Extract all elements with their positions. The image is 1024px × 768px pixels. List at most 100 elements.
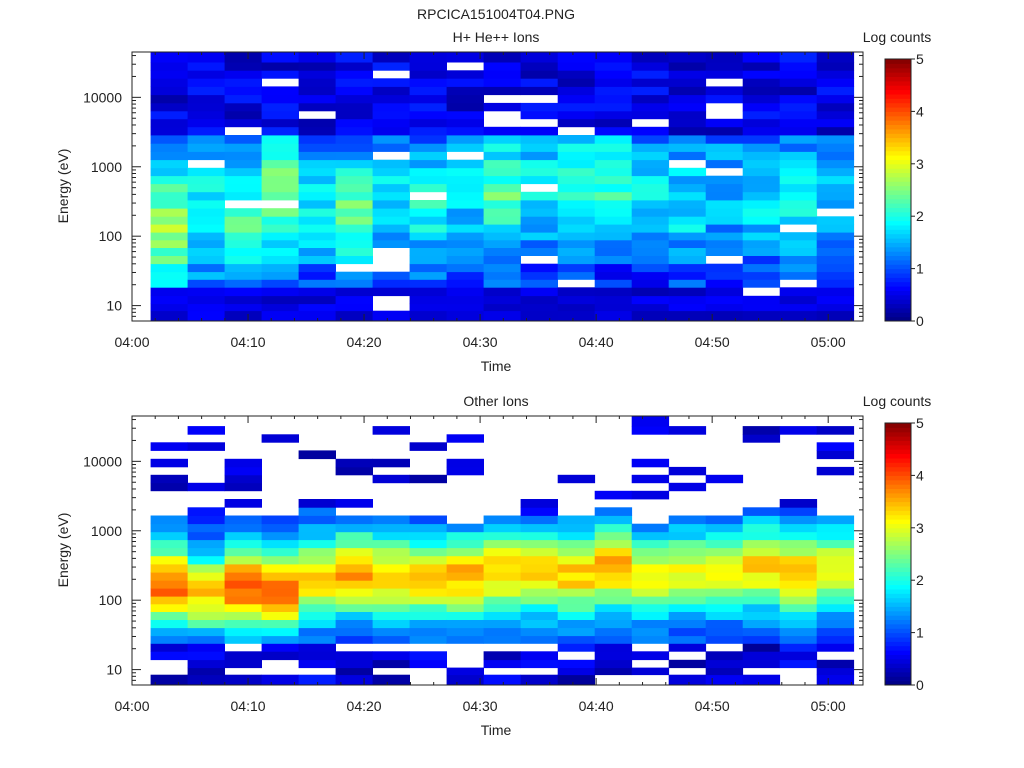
heatmap-cell (557, 515, 596, 525)
heatmap-cell (705, 239, 744, 248)
heatmap-cell (631, 580, 670, 589)
heatmap-cell (261, 310, 299, 322)
colorbar-swatch (885, 615, 911, 620)
heatmap-cell (520, 78, 558, 87)
heatmap-cells (150, 416, 855, 686)
colorbar-swatch (885, 185, 911, 191)
heatmap-cell (557, 303, 596, 312)
heatmap-cell (335, 271, 373, 280)
heatmap-cell (594, 224, 633, 233)
heatmap-cell (594, 151, 633, 161)
heatmap-cell (631, 619, 670, 629)
heatmap-cell (409, 263, 447, 273)
heatmap-cell (483, 159, 521, 169)
heatmap-cell (779, 627, 818, 637)
colorbar-tick-label: 4 (916, 467, 924, 483)
colorbar-swatch (885, 67, 911, 73)
heatmap-cell (520, 62, 558, 71)
heatmap-cell (409, 70, 447, 79)
heatmap-cell (705, 555, 744, 565)
colorbar-swatch (885, 312, 911, 318)
heatmap-cell (150, 151, 188, 161)
heatmap-cell (224, 482, 262, 492)
plot-frame (131, 51, 864, 322)
heatmap-cell (557, 580, 596, 589)
heatmap-cell (594, 200, 633, 209)
heatmap-cell (372, 175, 410, 185)
heatmap-cell (224, 635, 262, 644)
heatmap-cell (483, 303, 521, 312)
heatmap-cell (409, 619, 447, 629)
heatmap-cell (816, 310, 855, 322)
heatmap-cell (372, 531, 410, 541)
heatmap-cell (372, 232, 410, 241)
heatmap-cell (372, 200, 410, 209)
x-tick-label: 04:40 (579, 698, 614, 714)
heatmap-cell (187, 588, 225, 597)
colorbar-swatch (885, 457, 911, 463)
heatmap-cell (705, 603, 744, 612)
heatmap-cell (298, 200, 336, 209)
heatmap-cell (187, 667, 225, 676)
heatmap-cell (742, 224, 781, 233)
heatmap-cell (409, 635, 447, 644)
heatmap-cell (631, 151, 670, 161)
heatmap-cell (668, 247, 707, 256)
colorbar-swatch (885, 233, 911, 239)
colorbar-swatch (885, 510, 911, 516)
heatmap-cell (372, 62, 410, 71)
heatmap-cell (668, 78, 707, 87)
heatmap-cell (187, 78, 225, 87)
heatmap-cell (150, 279, 188, 288)
colorbar-swatch (885, 281, 911, 287)
heatmap-cell (261, 94, 299, 104)
heatmap-cell (372, 426, 410, 435)
colorbar-swatch (885, 549, 911, 555)
heatmap-cell (335, 52, 373, 63)
heatmap-cell (520, 507, 558, 516)
heatmap-cell (409, 287, 447, 297)
heatmap-cell (816, 110, 855, 120)
heatmap-cell (483, 151, 521, 161)
heatmap-cell (298, 651, 336, 661)
heatmap-cell (483, 523, 521, 533)
heatmap-cell (594, 643, 633, 652)
heatmap-cell (409, 167, 447, 177)
heatmap-cell (816, 596, 855, 605)
heatmap-cell (372, 216, 410, 225)
heatmap-cell (335, 70, 373, 79)
heatmap-cell (668, 619, 707, 629)
heatmap-cell (150, 523, 188, 533)
heatmap-cell (446, 191, 484, 201)
heatmap-cell (409, 603, 447, 612)
colorbar-swatch (885, 220, 911, 226)
heatmap-cell (150, 159, 188, 169)
heatmap-cell (372, 191, 410, 201)
heatmap-cell (631, 110, 670, 120)
heatmap-cell (705, 279, 744, 288)
heatmap-cell (446, 247, 484, 256)
heatmap-cell (742, 434, 781, 443)
heatmap-cell (224, 52, 262, 63)
heatmap-cell (335, 611, 373, 620)
heatmap-cell (224, 310, 262, 322)
heatmap-cell (779, 143, 818, 152)
heatmap-cell (224, 674, 262, 686)
heatmap-cell (557, 596, 596, 605)
heatmap-cell (705, 635, 744, 644)
heatmap-cell (779, 52, 818, 63)
heatmap-cell (520, 126, 558, 136)
heatmap-cell (816, 279, 855, 288)
heatmap-cell (631, 667, 670, 676)
heatmap-cell (261, 651, 299, 661)
heatmap-cell (594, 255, 633, 265)
heatmap-cell (298, 635, 336, 644)
heatmap-cell (594, 208, 633, 217)
heatmap-cell (372, 78, 410, 87)
heatmap-cell (261, 62, 299, 71)
heatmap-cell (446, 279, 484, 288)
heatmap-cell (705, 175, 744, 185)
heatmap-cell (150, 263, 188, 273)
heatmap-cell (742, 651, 781, 661)
heatmap-cell (187, 118, 225, 128)
